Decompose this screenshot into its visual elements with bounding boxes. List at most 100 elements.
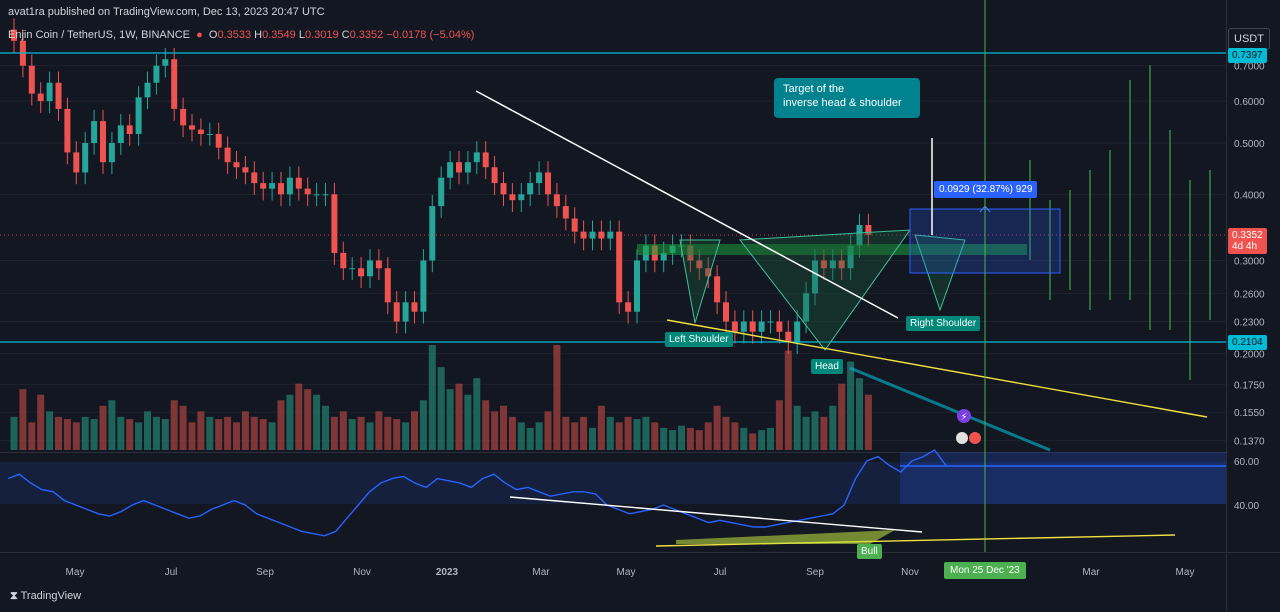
- candle-body: [153, 65, 160, 83]
- candle-body: [358, 268, 365, 277]
- time-tick-label: May: [617, 567, 636, 578]
- currency-button[interactable]: USDT: [1228, 28, 1270, 50]
- volume-bar: [517, 422, 525, 450]
- close-value: 0.3352: [349, 29, 384, 41]
- volume-bar: [339, 411, 347, 450]
- tradingview-logo[interactable]: ⧗ TradingView: [10, 590, 81, 603]
- volume-bar: [713, 405, 721, 450]
- volume-bar: [464, 394, 472, 450]
- volume-bar: [669, 430, 677, 450]
- volume-bar: [802, 416, 810, 450]
- volume-bar: [491, 411, 499, 450]
- head-label[interactable]: Head: [811, 359, 843, 374]
- target-callout[interactable]: Target of the inverse head & shoulder: [774, 78, 920, 118]
- volume-bar: [838, 383, 846, 450]
- candle-body: [785, 331, 792, 343]
- symbol-name[interactable]: Enjin Coin / TetherUS, 1W, BINANCE: [8, 29, 190, 41]
- volume-bar: [775, 400, 783, 450]
- price-tick-label: 0.1370: [1234, 437, 1265, 448]
- candle-body: [260, 183, 267, 189]
- time-axis-separator: [0, 552, 1280, 553]
- candle-body: [251, 172, 258, 184]
- candle-body: [37, 93, 44, 102]
- volume-bar: [28, 422, 36, 450]
- volume-bar: [428, 345, 436, 450]
- price-tick-label: 0.1750: [1234, 380, 1265, 391]
- candle-body: [420, 260, 427, 312]
- volume-bar: [152, 416, 160, 450]
- volume-bar: [437, 367, 445, 450]
- volume-bar: [642, 416, 650, 450]
- dot-icon: ●: [193, 29, 206, 41]
- volume-bar: [161, 419, 169, 450]
- candle-body: [438, 177, 445, 207]
- low-value: 0.3019: [304, 29, 339, 41]
- candle-body: [340, 252, 347, 269]
- cyan-channel-line: [849, 366, 1051, 452]
- measure-label[interactable]: 0.0929 (32.87%) 929: [934, 181, 1038, 198]
- candle-body: [189, 125, 195, 130]
- last-price-badge: 0.3352 4d 4h: [1228, 228, 1267, 254]
- symbol-legend: Enjin Coin / TetherUS, 1W, BINANCE ● O0.…: [8, 29, 474, 41]
- volume-bar: [170, 400, 178, 450]
- right-shoulder-label[interactable]: Right Shoulder: [906, 316, 981, 331]
- candles: [11, 18, 872, 355]
- time-axis[interactable]: May Jul Sep Nov 2023 Mar May Jul Sep Nov Mar May: [66, 567, 1195, 578]
- volume-bar: [215, 419, 223, 450]
- volume-bar: [197, 411, 205, 450]
- volume-bar: [784, 350, 792, 450]
- low-label: L: [298, 29, 305, 41]
- volume-bar: [322, 405, 329, 450]
- projection-bars: [1029, 65, 1211, 380]
- descending-trendline: [475, 90, 899, 319]
- price-tick-label: 0.2000: [1234, 350, 1265, 361]
- candle-body: [144, 82, 151, 98]
- candle-body: [607, 231, 614, 239]
- candle-body: [705, 268, 712, 277]
- time-tick-label: May: [1176, 567, 1195, 578]
- candle-body: [749, 321, 756, 332]
- candle-body: [117, 125, 124, 144]
- candle-body: [829, 260, 836, 269]
- bull-label[interactable]: Bull: [857, 544, 882, 559]
- candle-body: [313, 194, 320, 196]
- volume-bar: [108, 400, 116, 450]
- volume-bar: [615, 422, 623, 450]
- time-tick-label: Sep: [256, 567, 274, 578]
- volume-bar: [37, 394, 45, 450]
- candle-body: [286, 177, 293, 195]
- event-icon[interactable]: [957, 409, 971, 423]
- target-text-line1: Target of the: [783, 83, 845, 95]
- candle-body: [215, 134, 222, 148]
- us-flag-icon[interactable]: [969, 432, 981, 444]
- volume-bar: [126, 419, 134, 450]
- volume-bar: [597, 405, 605, 450]
- volume-bar: [660, 427, 668, 450]
- volume-bar: [686, 427, 694, 450]
- volume-bar: [526, 427, 534, 450]
- last-price-value: 0.3352: [1232, 230, 1263, 241]
- candle-body: [384, 268, 391, 303]
- candle-body: [536, 172, 543, 184]
- candle-body: [411, 302, 418, 312]
- volume-bars: [10, 345, 872, 450]
- left-shoulder-label[interactable]: Left Shoulder: [665, 332, 733, 347]
- volume-bar: [704, 422, 712, 450]
- price-axis[interactable]: 0.7000 0.6000 0.5000 0.4000 0.3000 0.2600 0.23…: [1234, 62, 1265, 448]
- volume-bar: [295, 383, 303, 450]
- candle-body: [838, 260, 845, 269]
- volume-bar: [633, 419, 641, 450]
- bottom-level-badge: 0.2104: [1228, 335, 1267, 350]
- us-flag-icon[interactable]: [956, 432, 968, 444]
- rsi-axis[interactable]: 60.00 40.00: [1234, 457, 1259, 512]
- price-tick-label: 0.1550: [1234, 408, 1265, 419]
- rsi-highlight: [900, 452, 1226, 504]
- volume-bar: [348, 419, 356, 450]
- candle-body: [82, 143, 89, 173]
- candle-body: [740, 321, 747, 332]
- candle-body: [100, 121, 106, 163]
- candle-body: [812, 260, 818, 294]
- volume-bar: [758, 430, 766, 450]
- volume-bar: [233, 422, 240, 450]
